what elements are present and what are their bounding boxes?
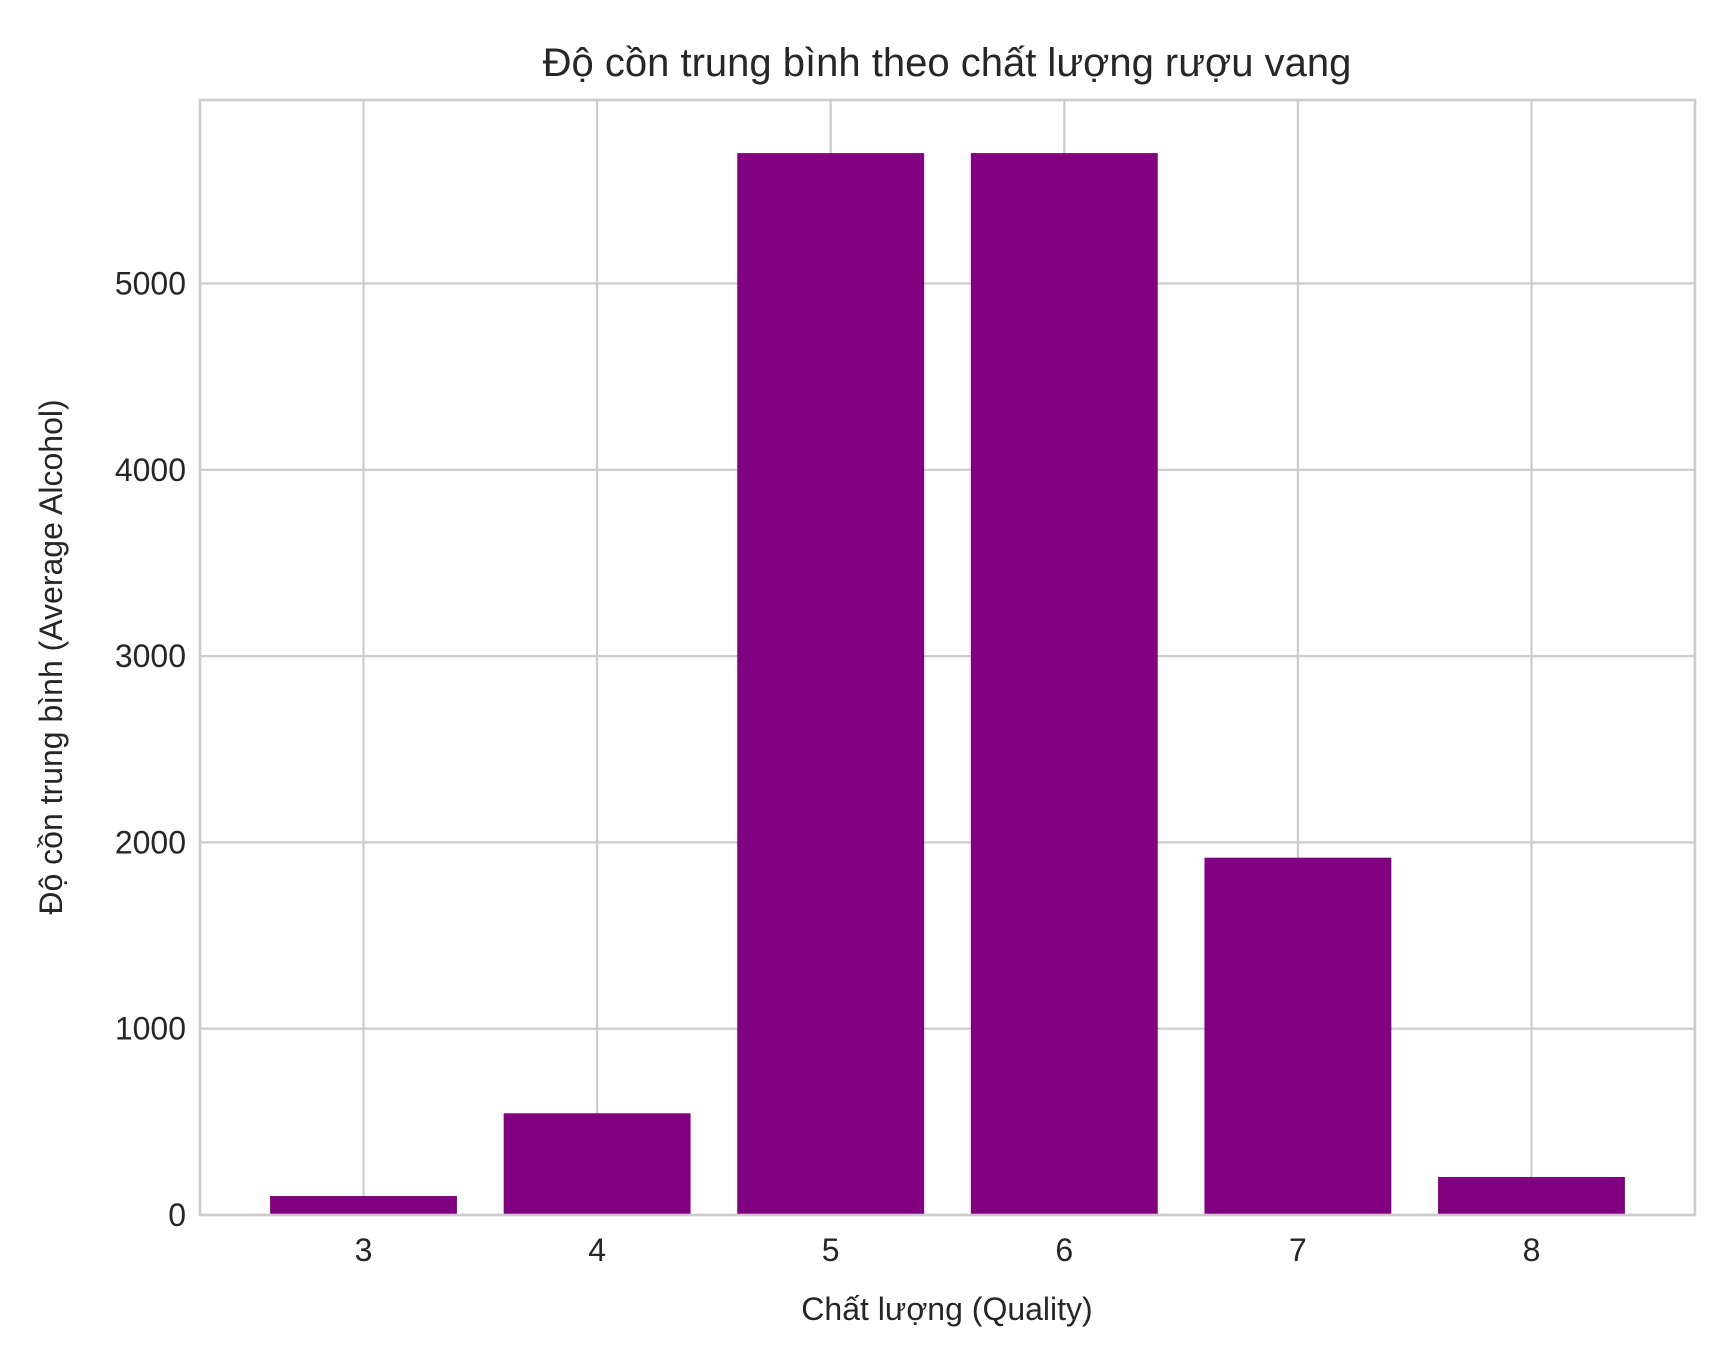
chart-title: Độ cồn trung bình theo chất lượng rượu v… [543, 41, 1352, 85]
bar-quality-7 [1204, 857, 1392, 1215]
y-tick-label: 4000 [115, 452, 186, 488]
bar-quality-5 [737, 153, 925, 1216]
y-tick-labels: 0 1000 2000 3000 4000 5000 [115, 266, 186, 1233]
bar-quality-3 [270, 1195, 457, 1215]
y-tick-label: 3000 [115, 638, 186, 674]
x-tick-label: 6 [1055, 1232, 1073, 1268]
x-tick-label: 8 [1523, 1232, 1541, 1268]
x-tick-label: 3 [355, 1232, 373, 1268]
x-tick-label: 7 [1289, 1232, 1307, 1268]
y-tick-label: 2000 [115, 824, 186, 860]
x-tick-label: 4 [588, 1232, 606, 1268]
x-axis-label: Chất lượng (Quality) [801, 1291, 1092, 1327]
x-tick-labels: 3 4 5 6 7 8 [355, 1232, 1541, 1268]
plot-frame [198, 98, 1697, 1217]
bar-quality-4 [503, 1113, 691, 1215]
y-tick-label: 1000 [115, 1011, 186, 1047]
bars [270, 153, 1625, 1216]
bar-quality-8 [1438, 1176, 1625, 1215]
y-tick-label: 0 [168, 1197, 186, 1233]
y-tick-label: 5000 [115, 266, 186, 302]
x-tick-label: 5 [822, 1232, 840, 1268]
bar-quality-6 [970, 153, 1158, 1216]
y-axis-label: Độ cồn trung bình (Average Alcohol) [33, 399, 69, 914]
